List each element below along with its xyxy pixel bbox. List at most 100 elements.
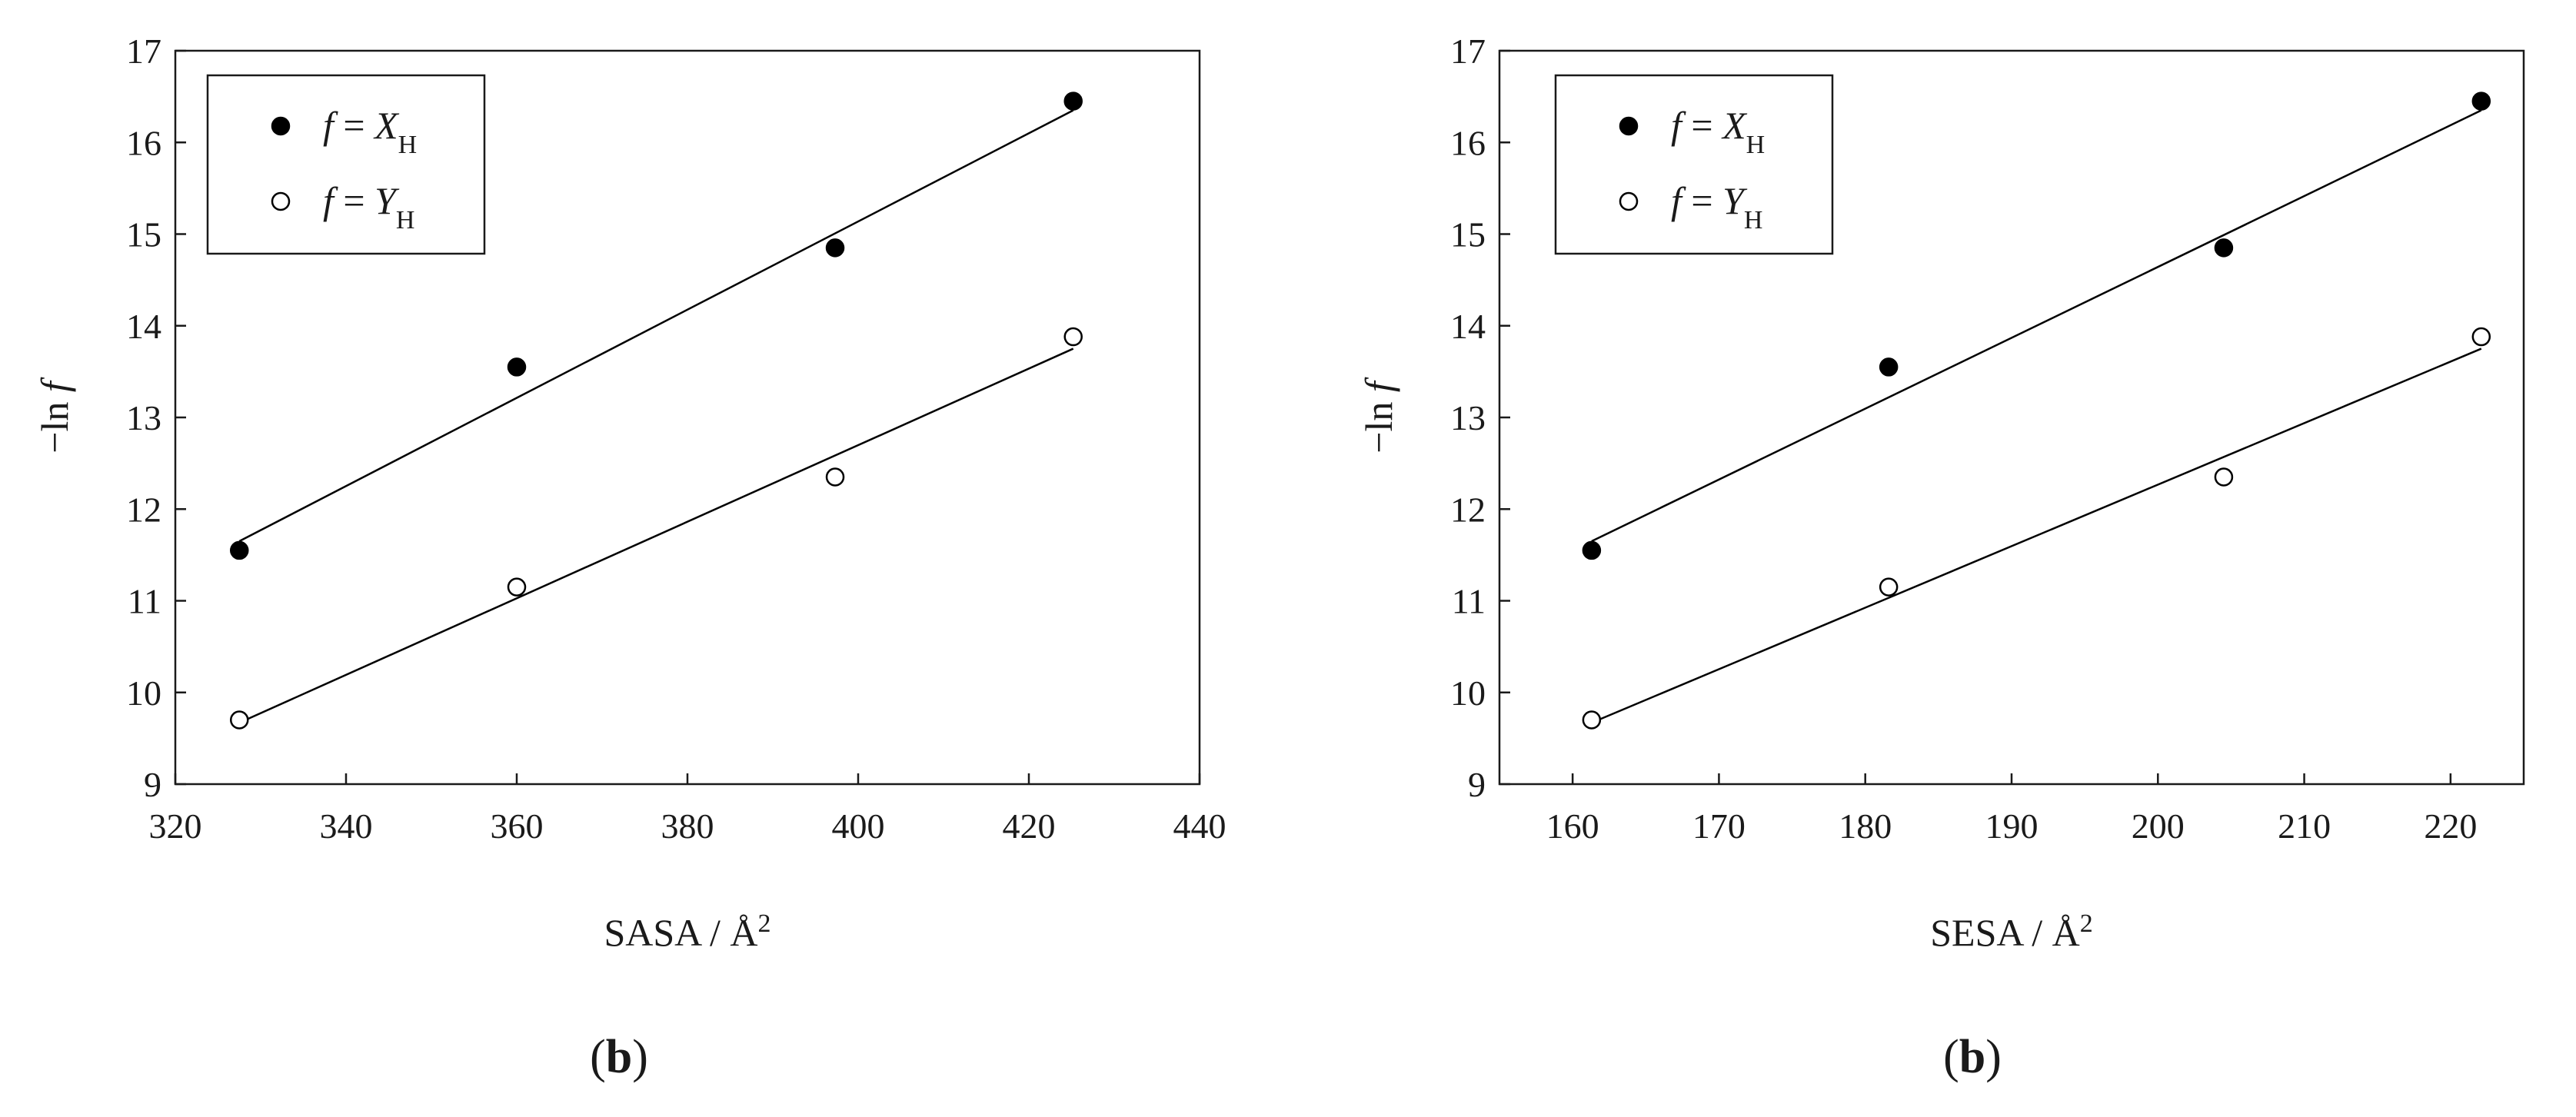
legend-symbol: X <box>1721 104 1748 147</box>
legend-subscript: H <box>1744 206 1763 234</box>
legend-equals: = <box>334 179 374 222</box>
y-tick-label: 13 <box>126 398 161 437</box>
panel-label-paren: ( <box>1943 1031 1959 1083</box>
x-tick-label: 400 <box>832 806 885 846</box>
panel-label-letter: b <box>1959 1031 1985 1083</box>
data-point-xh <box>1582 540 1602 560</box>
x-axis-label-base: SASA / Å <box>604 911 757 954</box>
y-tick-label: 9 <box>144 765 161 804</box>
y-axis-label-var: f <box>1357 377 1400 392</box>
y-tick-label: 11 <box>1452 582 1486 621</box>
y-tick-label: 14 <box>1450 307 1486 346</box>
legend-symbol: X <box>373 104 400 147</box>
y-tick-label: 16 <box>126 123 161 162</box>
data-point-xh <box>507 357 527 377</box>
y-tick-label: 17 <box>1450 32 1486 71</box>
y-axis-label: −ln f <box>33 377 76 454</box>
x-tick-label: 200 <box>2132 806 2185 846</box>
x-tick-label: 360 <box>491 806 544 846</box>
x-axis-label-sup: 2 <box>2080 909 2093 938</box>
legend-marker-open <box>271 191 291 211</box>
y-tick-label: 13 <box>1450 398 1486 437</box>
x-tick-label: 180 <box>1839 806 1892 846</box>
x-tick-label: 420 <box>1003 806 1056 846</box>
data-point-xh <box>2471 91 2491 111</box>
x-axis-label: SESA / Å2 <box>1930 909 2093 955</box>
y-tick-label: 12 <box>1450 490 1486 529</box>
data-point-xh <box>230 540 249 560</box>
x-tick-label: 340 <box>320 806 373 846</box>
legend-entry-text: f = YH <box>1671 179 1762 234</box>
legend-marker-filled <box>271 116 291 136</box>
legend-symbol: Y <box>1722 179 1748 222</box>
data-point-yh <box>1582 710 1602 730</box>
legend-equals: = <box>334 104 374 147</box>
x-tick-label: 160 <box>1546 806 1599 846</box>
data-point-yh <box>1063 327 1083 347</box>
data-point-xh <box>825 238 845 258</box>
y-axis-label: −ln f <box>1357 377 1400 454</box>
legend-entry-text: f = YH <box>323 179 414 234</box>
legend: f = XH f = YH <box>206 74 486 255</box>
y-tick-label: 10 <box>126 673 161 713</box>
y-tick-label: 12 <box>126 490 161 529</box>
legend-box <box>206 74 486 255</box>
x-axis-label-base: SESA / Å <box>1930 911 2080 954</box>
legend-subscript: H <box>396 206 415 234</box>
x-tick-label: 440 <box>1173 806 1226 846</box>
legend-marker-filled <box>1619 116 1639 136</box>
fit-line-xh <box>238 109 1074 543</box>
data-point-xh <box>1063 91 1083 111</box>
panel-a: 9 10 11 12 13 14 15 16 17 320 340 360 380 400 420 440 −l… <box>33 32 1226 1083</box>
data-point-xh <box>1879 357 1899 377</box>
data-point-yh <box>1879 577 1899 597</box>
panel-b: 9 10 11 12 13 14 15 16 17 160 170 180 190 200 210 220 −l… <box>1357 32 2525 1083</box>
y-tick-label: 10 <box>1450 673 1486 713</box>
legend-symbol: Y <box>374 179 400 222</box>
data-point-yh <box>230 710 249 730</box>
data-point-yh <box>2471 327 2491 347</box>
panel-label: (b) <box>1943 1031 2002 1083</box>
panel-label-paren: ) <box>632 1031 648 1083</box>
y-tick-label: 15 <box>126 215 161 254</box>
y-tick-label: 11 <box>128 582 161 621</box>
x-tick-label: 320 <box>149 806 202 846</box>
legend-entry-text: f = XH <box>323 104 417 159</box>
fit-line-xh <box>1591 109 2482 543</box>
panel-label: (b) <box>590 1031 648 1083</box>
data-point-yh <box>507 577 527 597</box>
x-axis-label: SASA / Å2 <box>604 909 770 955</box>
x-tick-label: 210 <box>2278 806 2331 846</box>
y-axis-label-var: f <box>33 377 76 392</box>
data-point-yh <box>825 467 845 487</box>
y-tick-label: 14 <box>126 307 161 346</box>
y-axis-label-prefix: −ln <box>33 392 76 454</box>
legend-equals: = <box>1682 179 1722 222</box>
fit-line-yh <box>1591 347 2482 724</box>
y-tick-label: 16 <box>1450 123 1486 162</box>
y-axis-label-prefix: −ln <box>1357 392 1400 454</box>
data-point-yh <box>2214 467 2234 487</box>
y-tick-label: 9 <box>1468 765 1486 804</box>
x-tick-label: 170 <box>1692 806 1746 846</box>
panel-label-paren: ( <box>590 1031 606 1083</box>
legend-box <box>1554 74 1834 255</box>
legend-subscript: H <box>1746 131 1766 159</box>
y-tick-label: 17 <box>126 32 161 71</box>
legend-subscript: H <box>398 131 418 159</box>
legend-entry-text: f = XH <box>1671 104 1765 159</box>
fit-line-yh <box>238 347 1074 724</box>
panel-label-letter: b <box>606 1031 632 1083</box>
legend: f = XH f = YH <box>1554 74 1834 255</box>
data-point-xh <box>2214 238 2234 258</box>
panel-label-paren: ) <box>1985 1031 2002 1083</box>
y-tick-label: 15 <box>1450 215 1486 254</box>
x-tick-label: 190 <box>1985 806 2039 846</box>
x-axis-label-sup: 2 <box>758 909 771 938</box>
legend-marker-open <box>1619 191 1639 211</box>
legend-equals: = <box>1682 104 1722 147</box>
x-tick-label: 220 <box>2424 806 2477 846</box>
x-tick-label: 380 <box>661 806 714 846</box>
